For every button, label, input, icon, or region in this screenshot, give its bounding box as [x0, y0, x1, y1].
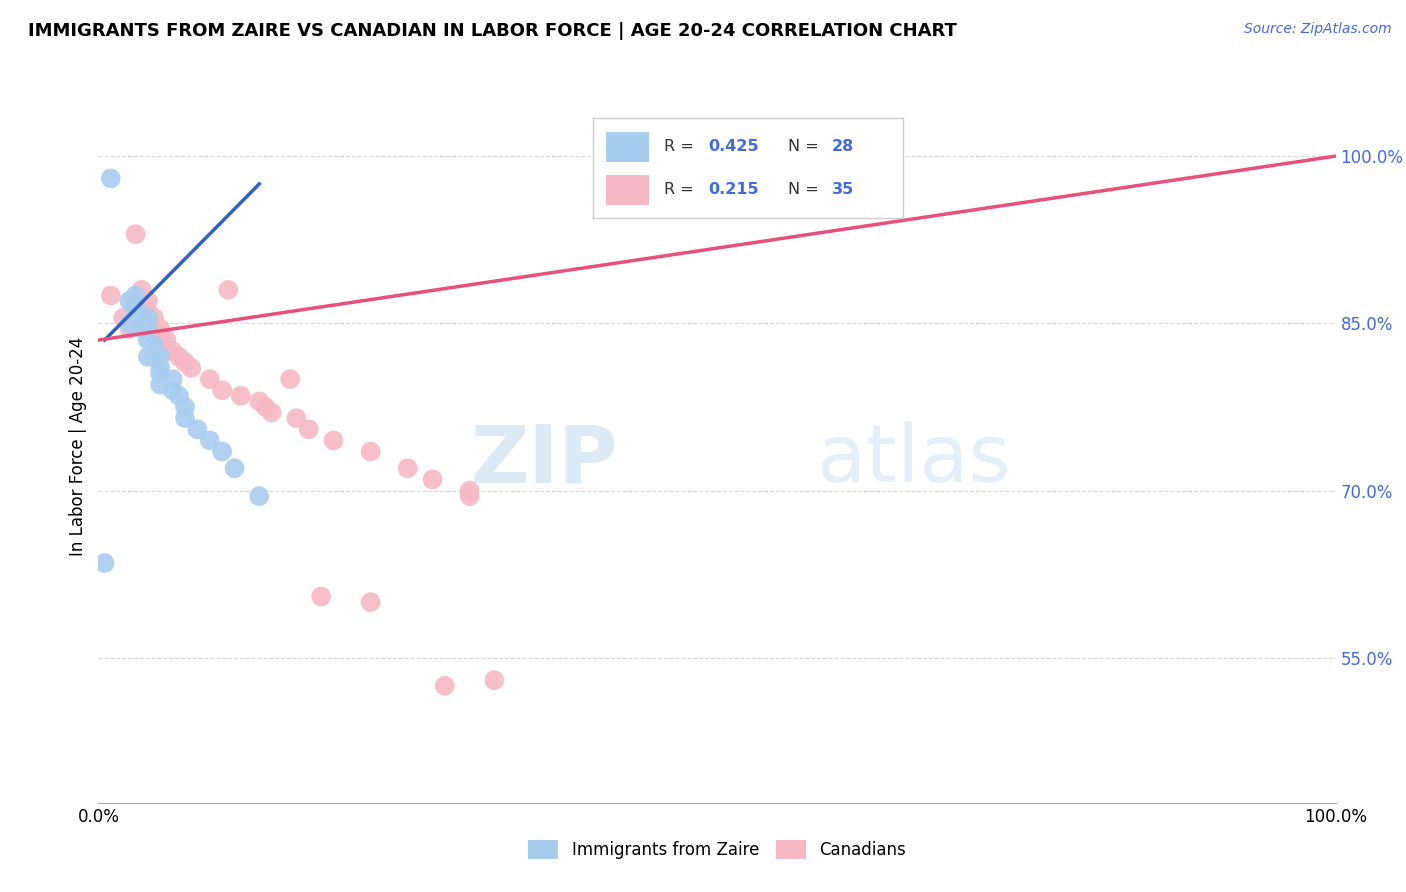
Point: [174, 411, 197, 425]
Point: [309, 590, 332, 604]
Point: [298, 422, 321, 436]
Text: N =: N =: [789, 182, 824, 197]
Point: [149, 327, 172, 342]
Point: [186, 422, 208, 436]
Point: [143, 339, 166, 353]
Point: [143, 350, 166, 364]
Point: [136, 305, 159, 319]
Point: [136, 350, 159, 364]
Point: [149, 377, 172, 392]
Point: [162, 344, 184, 359]
Text: Source: ZipAtlas.com: Source: ZipAtlas.com: [1244, 22, 1392, 37]
Point: [136, 333, 159, 347]
Text: R =: R =: [665, 182, 699, 197]
Point: [247, 489, 270, 503]
Point: [247, 394, 270, 409]
Point: [174, 400, 197, 414]
Point: [484, 673, 506, 688]
Point: [136, 322, 159, 336]
FancyBboxPatch shape: [606, 175, 650, 204]
Y-axis label: In Labor Force | Age 20-24: In Labor Force | Age 20-24: [69, 336, 87, 556]
Point: [100, 171, 122, 186]
Point: [100, 288, 122, 302]
Point: [167, 389, 190, 403]
Point: [211, 384, 233, 398]
Point: [162, 384, 184, 398]
Point: [278, 372, 301, 386]
Text: 0.215: 0.215: [707, 182, 758, 197]
Point: [131, 322, 153, 336]
Text: IMMIGRANTS FROM ZAIRE VS CANADIAN IN LABOR FORCE | AGE 20-24 CORRELATION CHART: IMMIGRANTS FROM ZAIRE VS CANADIAN IN LAB…: [28, 22, 957, 40]
Point: [136, 294, 159, 309]
Text: ZIP: ZIP: [471, 421, 619, 500]
Text: N =: N =: [789, 139, 824, 154]
Point: [131, 310, 153, 325]
Point: [118, 294, 141, 309]
Point: [174, 355, 197, 369]
Point: [180, 361, 202, 376]
Point: [198, 372, 221, 386]
Point: [211, 444, 233, 458]
Point: [112, 310, 135, 325]
FancyBboxPatch shape: [606, 132, 650, 161]
Text: atlas: atlas: [815, 421, 1011, 500]
Point: [422, 473, 444, 487]
Point: [260, 406, 283, 420]
Point: [131, 283, 153, 297]
Point: [198, 434, 221, 448]
Point: [458, 489, 481, 503]
Point: [458, 483, 481, 498]
Point: [149, 367, 172, 381]
Point: [118, 322, 141, 336]
Point: [124, 227, 146, 242]
Point: [360, 595, 382, 609]
Point: [162, 372, 184, 386]
Point: [143, 310, 166, 325]
Text: 28: 28: [831, 139, 853, 154]
Point: [93, 556, 115, 570]
Point: [433, 679, 456, 693]
Text: 0.425: 0.425: [707, 139, 758, 154]
Point: [224, 461, 246, 475]
Point: [217, 283, 239, 297]
Point: [360, 444, 382, 458]
Point: [167, 350, 190, 364]
Point: [118, 317, 141, 331]
Point: [149, 350, 172, 364]
Point: [322, 434, 344, 448]
Point: [149, 361, 172, 376]
Point: [124, 300, 146, 314]
Point: [136, 310, 159, 325]
Point: [155, 333, 177, 347]
Point: [124, 288, 146, 302]
Text: R =: R =: [665, 139, 699, 154]
Text: 35: 35: [831, 182, 853, 197]
Point: [285, 411, 308, 425]
Point: [254, 400, 277, 414]
Legend: Immigrants from Zaire, Canadians: Immigrants from Zaire, Canadians: [522, 833, 912, 866]
Point: [396, 461, 419, 475]
Point: [149, 322, 172, 336]
Point: [229, 389, 252, 403]
